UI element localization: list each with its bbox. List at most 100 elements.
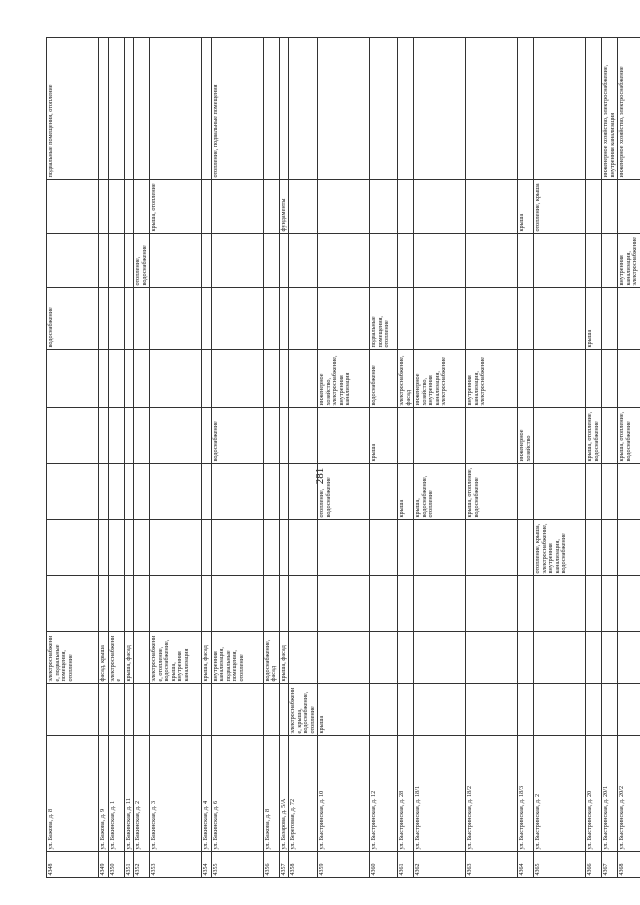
cell-c9 xyxy=(211,233,263,288)
cell-c11 xyxy=(263,37,279,180)
cell-c2 xyxy=(533,631,586,684)
cell-c2: электроснабжение, подвальные помещения, … xyxy=(46,631,99,684)
cell-c5 xyxy=(369,463,398,520)
cell-c9 xyxy=(533,233,586,288)
cell-c9 xyxy=(601,233,618,288)
cell-c7 xyxy=(585,349,602,408)
cell-c2 xyxy=(288,631,318,684)
cell-c8: подвальные помещения, отопление xyxy=(369,287,398,350)
cell-c1 xyxy=(263,683,279,736)
cell-c2 xyxy=(617,631,640,684)
cell-c11 xyxy=(533,37,586,180)
cell-c11 xyxy=(108,37,124,180)
cell-c4 xyxy=(98,519,108,576)
cell-c6 xyxy=(124,407,134,464)
cell-c6: крыша xyxy=(369,407,398,464)
table-row: 4365 ул. Быстринская, д. 2 отопление, крыш… xyxy=(533,37,586,878)
cell-c10 xyxy=(108,179,124,234)
cell-c6 xyxy=(317,407,370,464)
cell-c8 xyxy=(617,287,640,350)
cell-address: ул. Бажова, д. 8 xyxy=(263,735,279,852)
cell-num: 4368 xyxy=(617,851,640,878)
cell-num: 4355 xyxy=(211,851,263,878)
cell-num: 4363 xyxy=(465,851,518,878)
cell-c9 xyxy=(149,233,202,288)
cell-address: ул. Быстринская, д. 10 xyxy=(317,735,370,852)
cell-address: ул. Быстринская, д. 12 xyxy=(369,735,398,852)
table-row: 4352 ул. Бакинская, д. 2 отопление, водосн… xyxy=(133,37,150,878)
cell-num: 4349 xyxy=(98,851,108,878)
cell-c8 xyxy=(108,287,124,350)
cell-c1 xyxy=(533,683,586,736)
cell-c3 xyxy=(149,575,202,632)
cell-c4 xyxy=(585,519,602,576)
cell-address: ул. Бажова, д. 9 xyxy=(98,735,108,852)
cell-c5 xyxy=(279,463,289,520)
cell-c6 xyxy=(201,407,211,464)
table-row: 4348 ул. Бажова, д. 8 электроснабжение, по… xyxy=(46,37,99,878)
cell-c11 xyxy=(149,37,202,180)
cell-c10 xyxy=(98,179,108,234)
cell-c5 xyxy=(288,463,318,520)
cell-address: ул. Быстринская, д. 18/2 xyxy=(465,735,518,852)
cell-address: ул. Быстринская, д. 20/1 xyxy=(601,735,618,852)
cell-c2: крыша, фасад xyxy=(279,631,289,684)
cell-c2: крыша, фасад xyxy=(124,631,134,684)
cell-c1 xyxy=(133,683,150,736)
cell-c11: подвальные помещения, отопление xyxy=(46,37,99,180)
cell-c10: отопление, крыша xyxy=(533,179,586,234)
cell-num: 4356 xyxy=(263,851,279,878)
table-row: 4353 ул. Бакинская, д. 3 электроснабжение,… xyxy=(149,37,202,878)
table-row: 4362 ул. Быстринская, д. 18/1 крыша, водос… xyxy=(413,37,466,878)
cell-c11: инженерное хозяйство, электроснабжение xyxy=(617,37,640,180)
cell-c3 xyxy=(397,575,414,632)
cell-num: 4351 xyxy=(124,851,134,878)
cell-c5 xyxy=(108,463,124,520)
cell-c6 xyxy=(133,407,150,464)
cell-c1 xyxy=(517,683,534,736)
cell-c6 xyxy=(601,407,618,464)
cell-c5 xyxy=(517,463,534,520)
cell-num: 4350 xyxy=(108,851,124,878)
cell-c2: внутренняя канализация, подвальные помещ… xyxy=(211,631,263,684)
cell-c10 xyxy=(263,179,279,234)
cell-c7: инженерное хозяйство, внутренняя канализ… xyxy=(413,349,466,408)
cell-c6 xyxy=(413,407,466,464)
cell-c3 xyxy=(601,575,618,632)
table-row: 4367 ул. Быстринская, д. 20/1 инженерное х… xyxy=(601,37,618,878)
cell-c1 xyxy=(413,683,466,736)
cell-c11 xyxy=(585,37,602,180)
table-row: 4354 ул. Бакинская, д. 4 крыша, фасад xyxy=(201,37,211,878)
cell-c2 xyxy=(601,631,618,684)
cell-c4 xyxy=(413,519,466,576)
cell-c3 xyxy=(369,575,398,632)
cell-c4 xyxy=(601,519,618,576)
cell-c11 xyxy=(201,37,211,180)
cell-c8 xyxy=(211,287,263,350)
cell-c7 xyxy=(288,349,318,408)
cell-c11: отопление, подвальные помещения xyxy=(211,37,263,180)
cell-c6 xyxy=(533,407,586,464)
cell-c8 xyxy=(517,287,534,350)
table-row: 4349 ул. Бажова, д. 9 фасад, крыша xyxy=(98,37,108,878)
cell-c7 xyxy=(124,349,134,408)
cell-c7 xyxy=(263,349,279,408)
cell-c11 xyxy=(517,37,534,180)
cell-c4: отопление, крыша, электроснабжение, внут… xyxy=(533,519,586,576)
cell-c10 xyxy=(133,179,150,234)
cell-c5: крыша, водоснабжение, отопление xyxy=(413,463,466,520)
cell-c2 xyxy=(413,631,466,684)
cell-c4 xyxy=(211,519,263,576)
cell-c7 xyxy=(133,349,150,408)
cell-c11 xyxy=(98,37,108,180)
cell-c8 xyxy=(465,287,518,350)
cell-c8 xyxy=(201,287,211,350)
cell-c4 xyxy=(263,519,279,576)
cell-c11 xyxy=(397,37,414,180)
cell-c11: инженерное хозяйство, электроснабжение, … xyxy=(601,37,618,180)
cell-c6 xyxy=(263,407,279,464)
cell-c3 xyxy=(617,575,640,632)
cell-c9 xyxy=(585,233,602,288)
cell-c2 xyxy=(517,631,534,684)
cell-c1 xyxy=(211,683,263,736)
